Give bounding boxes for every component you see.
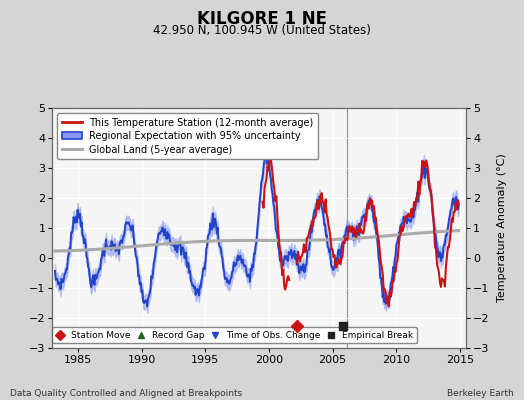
Text: KILGORE 1 NE: KILGORE 1 NE (197, 10, 327, 28)
Text: Berkeley Earth: Berkeley Earth (447, 389, 514, 398)
Y-axis label: Temperature Anomaly (°C): Temperature Anomaly (°C) (497, 154, 507, 302)
Text: Data Quality Controlled and Aligned at Breakpoints: Data Quality Controlled and Aligned at B… (10, 389, 243, 398)
Legend: Station Move, Record Gap, Time of Obs. Change, Empirical Break: Station Move, Record Gap, Time of Obs. C… (52, 327, 417, 344)
Text: 42.950 N, 100.945 W (United States): 42.950 N, 100.945 W (United States) (153, 24, 371, 37)
